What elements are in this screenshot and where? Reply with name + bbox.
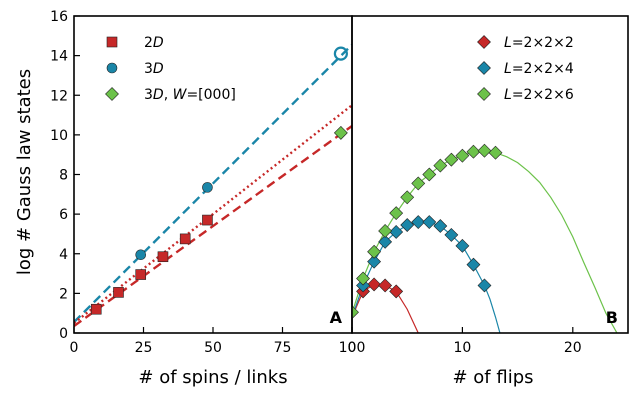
data-point bbox=[157, 251, 169, 263]
data-point bbox=[356, 278, 370, 293]
data-point bbox=[113, 287, 124, 298]
data-point bbox=[455, 148, 470, 163]
data-point bbox=[202, 182, 213, 193]
data-point bbox=[90, 303, 102, 315]
legend-label: 3D, W=[000] bbox=[144, 87, 236, 103]
legend-label: L=2×2×2 bbox=[504, 35, 574, 51]
data-point bbox=[477, 143, 492, 158]
legend-label: L=2×2×6 bbox=[504, 87, 574, 103]
data-point bbox=[378, 234, 393, 249]
legend: 2D 3D 3D, W=[000] bbox=[105, 35, 236, 103]
data-point bbox=[422, 167, 437, 182]
x-tick-label: 100 bbox=[339, 340, 366, 356]
data-point bbox=[400, 218, 415, 232]
data-point bbox=[466, 144, 481, 159]
y-tick-label: 0 bbox=[59, 326, 68, 342]
legend-marker bbox=[477, 35, 491, 49]
y-tick-label: 16 bbox=[50, 9, 68, 25]
data-point bbox=[135, 269, 147, 280]
fit-curve bbox=[352, 221, 501, 333]
x-axis-label-panel-b: # of flips bbox=[452, 367, 533, 388]
y-tick-label: 14 bbox=[50, 49, 68, 65]
legend-label: 2D bbox=[144, 35, 164, 51]
panel-b: 0 10 20 B L=2×2×2 L=2×2×4 L=2×2×6 bbox=[348, 15, 629, 356]
y-tick-label: 8 bbox=[59, 168, 68, 184]
legend-marker bbox=[105, 87, 119, 101]
data-point bbox=[477, 278, 492, 293]
plot-area bbox=[352, 143, 618, 333]
data-point bbox=[389, 225, 404, 239]
x-tick-label: 10 bbox=[453, 340, 471, 356]
data-point bbox=[488, 145, 503, 160]
data-point bbox=[356, 271, 370, 286]
axes-frame bbox=[73, 15, 353, 334]
fit-line bbox=[74, 104, 352, 325]
data-point bbox=[433, 158, 448, 173]
legend-label: L=2×2×4 bbox=[504, 61, 574, 77]
data-point bbox=[389, 206, 404, 221]
data-point bbox=[389, 284, 404, 299]
y-axis-label: log # Gauss law states bbox=[14, 69, 35, 275]
data-point bbox=[378, 224, 393, 238]
legend-marker bbox=[106, 62, 118, 74]
data-point bbox=[179, 233, 191, 245]
legend-marker bbox=[477, 61, 491, 75]
data-point bbox=[352, 305, 359, 320]
data-point bbox=[422, 215, 437, 229]
x-tick-label: 25 bbox=[135, 340, 153, 356]
x-tick-label: 0 bbox=[70, 340, 79, 356]
y-tick-label: 4 bbox=[59, 247, 68, 263]
x-tick-label: 75 bbox=[274, 340, 292, 356]
fit-line bbox=[74, 43, 352, 323]
data-point bbox=[333, 125, 348, 140]
legend-marker bbox=[106, 36, 118, 48]
x-tick-label: 20 bbox=[564, 340, 582, 356]
panel-label: B bbox=[606, 308, 618, 327]
data-point bbox=[466, 257, 481, 272]
data-point bbox=[135, 249, 147, 261]
y-tick-label: 12 bbox=[50, 88, 68, 104]
plot-area bbox=[74, 43, 352, 328]
legend-label: 3D bbox=[144, 61, 164, 77]
y-tick-label: 2 bbox=[59, 286, 68, 302]
x-tick-label: 0 bbox=[348, 340, 357, 356]
legend-marker bbox=[477, 87, 491, 101]
y-tick-label: 6 bbox=[59, 207, 68, 223]
data-point bbox=[411, 215, 426, 229]
data-point bbox=[433, 219, 448, 233]
data-point bbox=[367, 254, 382, 269]
x-axis-label-panel-a: # of spins / links bbox=[138, 367, 287, 388]
data-point bbox=[400, 190, 415, 205]
axes-frame bbox=[351, 15, 629, 334]
data-point bbox=[378, 278, 393, 293]
data-point bbox=[367, 244, 382, 259]
data-point bbox=[455, 238, 470, 253]
data-point bbox=[367, 277, 382, 292]
x-tick-label: 50 bbox=[204, 340, 222, 356]
y-tick-label: 10 bbox=[50, 128, 68, 144]
data-point bbox=[411, 176, 426, 191]
data-point bbox=[444, 152, 459, 167]
data-point bbox=[333, 46, 348, 61]
legend: L=2×2×2 L=2×2×4 L=2×2×6 bbox=[477, 35, 574, 103]
data-point bbox=[202, 214, 213, 226]
panel-label: A bbox=[330, 308, 343, 327]
data-point bbox=[444, 228, 459, 242]
